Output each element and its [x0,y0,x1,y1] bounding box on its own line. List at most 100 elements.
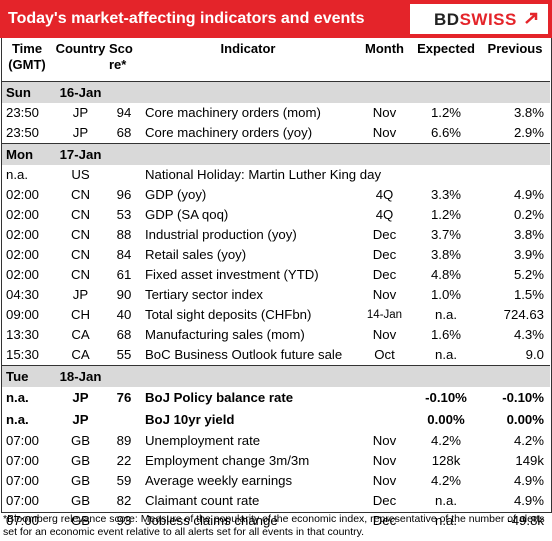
cell-indicator: BoJ Policy balance rate [145,390,294,405]
section-fill [109,365,550,387]
cell-time: 02:00 [6,207,40,222]
cell-score: 90 [116,287,132,302]
section-day: Tue [2,365,52,387]
cell-month: Nov [372,287,397,302]
cell-expected: 1.2% [430,207,462,222]
cell-time: 23:50 [6,125,40,140]
cell-expected: 1.6% [430,327,462,342]
cell-score: 55 [116,347,132,362]
cell-expected [412,165,480,185]
cell-indicator: Total sight deposits (CHFbn) [145,307,312,322]
cell-time: 09:00 [6,307,40,322]
cell-indicator: Average weekly earnings [145,473,293,488]
cell-score: 61 [116,267,132,282]
cell-score [109,165,139,185]
cell-time: n.a. [6,390,29,405]
cell-indicator: Employment change 3m/3m [145,453,310,468]
table-row: 15:30 CA 55 BoC Business Outlook future sal… [2,345,550,366]
table-row: 07:00 GB 93 Jobless claims change Dec n.a. -49… [2,511,550,531]
cell-country: GB [70,473,91,488]
cell-country: CN [70,207,91,222]
cell-indicator: Unemployment rate [145,433,261,448]
cell-expected: 4.2% [430,433,462,448]
cell-country: JP [72,287,89,302]
cell-country: CN [70,227,91,242]
cell-month: Nov [372,105,397,120]
col-month: Month [357,38,412,82]
table-row: 02:00 CN 61 Fixed asset investment (YTD) Dec… [2,265,550,285]
col-expected: Expected [412,38,480,82]
table-row: 02:00 CN 88 Industrial production (yoy) Dec 3… [2,225,550,245]
cell-time: 13:30 [6,327,40,342]
cell-month: Dec [372,247,397,262]
cell-month [357,409,412,431]
cell-score: 76 [116,390,132,405]
cell-indicator: Manufacturing sales (mom) [145,327,305,342]
cell-time: 02:00 [6,267,40,282]
table-row: 04:30 JP 90 Tertiary sector index Nov 1.0% 1.5… [2,285,550,305]
section-day: Mon [2,143,52,165]
cell-month: 14-Jan [366,309,403,321]
cell-expected: 128k [431,453,461,468]
cell-month: Dec [372,227,397,242]
cell-month: Nov [372,327,397,342]
cell-expected: 3.7% [430,227,462,242]
cell-country: US [71,167,90,182]
cell-indicator: Core machinery orders (yoy) [145,125,313,140]
cell-country: GB [70,433,91,448]
cell-time: 07:00 [6,513,40,528]
cell-indicator: Industrial production (yoy) [145,227,297,242]
col-score: Score* [109,38,139,82]
cell-previous: 724.63 [503,307,544,322]
cell-time: 02:00 [6,227,40,242]
cell-time: n.a. [6,167,28,182]
cell-expected: n.a. [435,307,457,322]
cell-previous: 2.9% [513,125,544,140]
col-score-label: Score* [109,41,133,72]
cell-indicator: Claimant count rate [145,493,260,508]
cell-previous: 3.8% [513,105,544,120]
cell-month [357,387,412,409]
col-country: Country [52,38,109,82]
cell-month: 4Q [375,207,394,222]
table-row: 07:00 GB 82 Claimant count rate Dec n.a. 4.9% [2,491,550,511]
table-row: 07:00 GB 89 Unemployment rate Nov 4.2% 4.2% [2,431,550,451]
cell-indicator: Retail sales (yoy) [145,247,247,262]
cell-expected: 4.8% [430,267,462,282]
cell-previous: 4.9% [513,493,544,508]
cell-month: Nov [372,473,397,488]
cell-previous: 0.00% [506,412,544,427]
cell-time: 02:00 [6,187,40,202]
cell-expected: 1.0% [430,287,462,302]
cell-previous: 5.2% [513,267,544,282]
cell-month: Nov [372,453,397,468]
table-row: 07:00 GB 59 Average weekly earnings Nov 4.2% 4… [2,471,550,491]
col-indicator: Indicator [139,38,357,82]
section-fill [109,81,550,103]
cell-month: Dec [372,267,397,282]
day-section-header: Tue 18-Jan [2,365,550,387]
cell-time: 07:00 [6,493,40,508]
cell-score: 22 [116,453,132,468]
cell-score: 94 [116,105,132,120]
column-header-row: Time (GMT) Country Score* Indicator Mont… [2,38,550,82]
cell-month: 4Q [375,187,394,202]
cell-country: JP [72,412,89,427]
col-time-label: Time (GMT) [8,41,46,72]
cell-expected: n.a. [435,347,457,362]
cell-country: CA [71,347,90,362]
cell-score: 89 [116,433,132,448]
table-row: n.a. JP BoJ 10yr yield 0.00% 0.00% [2,409,550,431]
cell-indicator: GDP (SA qoq) [145,207,229,222]
cell-previous: 9.0 [525,347,544,362]
cell-score: 96 [116,187,132,202]
cell-score: 82 [116,493,132,508]
cell-expected: 3.8% [430,247,462,262]
cell-month: Dec [372,513,397,528]
cell-month: Oct [374,347,395,362]
cell-previous: 3.9% [513,247,544,262]
cell-indicator: Jobless claims change [145,513,278,528]
cell-indicator: Tertiary sector index [145,287,263,302]
cell-time: 07:00 [6,473,40,488]
cell-previous: 0.2% [513,207,544,222]
